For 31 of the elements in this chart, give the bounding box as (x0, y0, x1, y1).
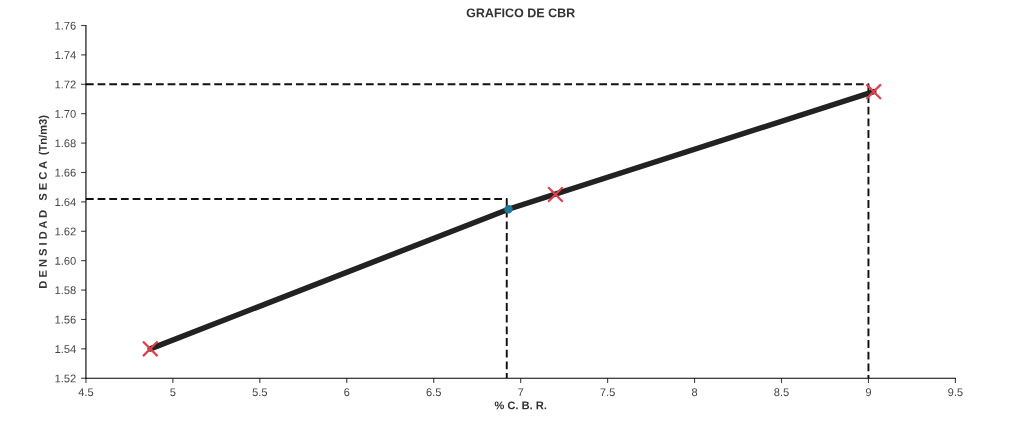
x-tick-label: 6.5 (426, 388, 441, 397)
y-tick-label: 1.54 (55, 345, 76, 353)
y-tick-label: 1.76 (55, 21, 76, 30)
y-tick-label: 1.64 (55, 198, 76, 207)
y-tick-label: 1.62 (55, 227, 76, 236)
chart-title: GRAFICO DE CBR (466, 8, 575, 18)
y-tick-label: 1.70 (55, 109, 76, 118)
y-tick-label: 1.72 (55, 80, 76, 89)
x-axis-title: % C. B. R. (494, 401, 547, 410)
x-tick-label: 6 (344, 388, 350, 397)
y-tick-label: 1.56 (55, 315, 76, 324)
y-tick-label: 1.58 (55, 286, 76, 295)
x-tick-label: 7 (518, 388, 524, 397)
x-tick-label: 5 (170, 388, 176, 397)
point (865, 83, 883, 101)
y-tick-label: 1.68 (55, 139, 76, 148)
y-tick-label: 1.52 (55, 374, 76, 383)
y-axis-title: D E N S I D A D S E C A (Tn/m3) (38, 115, 50, 288)
y-tick-label: 1.74 (55, 51, 76, 59)
x-tick-label: 7.5 (600, 388, 615, 397)
y-tick-label: 1.66 (55, 168, 76, 177)
x-tick-label: 9.5 (948, 388, 963, 397)
x-tick-label: 9 (865, 388, 872, 397)
x-tick-label: 8 (691, 388, 698, 397)
point (547, 186, 564, 203)
y-tick-label: 1.60 (55, 256, 76, 265)
point (504, 205, 513, 214)
point (141, 340, 159, 358)
x-tick-label: 5.5 (252, 388, 268, 397)
x-tick-label: 8.5 (774, 388, 789, 397)
x-tick-label: 4.5 (78, 388, 94, 397)
